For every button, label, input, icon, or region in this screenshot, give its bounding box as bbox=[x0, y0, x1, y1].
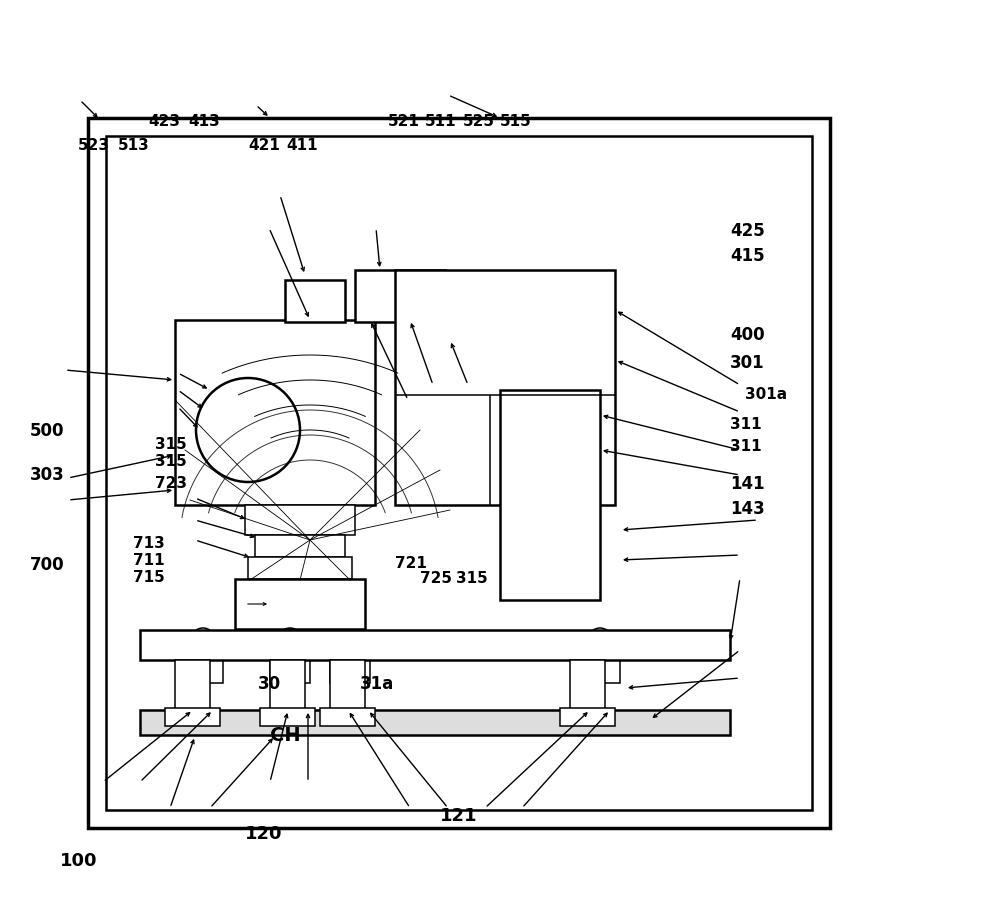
Text: 423: 423 bbox=[148, 114, 180, 128]
Text: 425: 425 bbox=[730, 222, 765, 240]
Bar bbox=[355, 270, 445, 322]
Text: 415: 415 bbox=[730, 247, 765, 265]
Text: 315: 315 bbox=[155, 454, 187, 468]
Bar bbox=[183, 653, 223, 683]
Bar bbox=[270, 653, 310, 683]
Bar bbox=[570, 660, 605, 710]
Text: 521: 521 bbox=[388, 114, 420, 128]
Text: 511: 511 bbox=[425, 114, 457, 128]
Bar bbox=[320, 708, 375, 726]
Text: 711: 711 bbox=[133, 553, 165, 568]
Text: 421: 421 bbox=[248, 138, 280, 152]
Bar bbox=[235, 579, 365, 629]
Text: 31a: 31a bbox=[360, 675, 394, 692]
Text: 143: 143 bbox=[730, 500, 765, 518]
Text: 523: 523 bbox=[78, 138, 110, 152]
Bar bbox=[106, 136, 812, 810]
Text: 315: 315 bbox=[456, 571, 488, 586]
Text: 303: 303 bbox=[30, 466, 65, 484]
Bar bbox=[395, 270, 615, 505]
Text: 715: 715 bbox=[133, 570, 165, 585]
Bar bbox=[330, 660, 365, 710]
Text: 700: 700 bbox=[30, 556, 65, 574]
Text: 725: 725 bbox=[420, 571, 452, 586]
Bar bbox=[140, 630, 730, 660]
Text: 311: 311 bbox=[730, 440, 762, 454]
Text: 713: 713 bbox=[133, 536, 165, 551]
Text: 30: 30 bbox=[258, 675, 281, 692]
Text: 513: 513 bbox=[118, 138, 150, 152]
Text: 120: 120 bbox=[245, 825, 283, 843]
Text: 400: 400 bbox=[730, 326, 765, 344]
Bar bbox=[248, 557, 352, 579]
Text: 311: 311 bbox=[730, 417, 762, 431]
Text: 100: 100 bbox=[60, 852, 98, 870]
Bar bbox=[165, 708, 220, 726]
Text: 723: 723 bbox=[155, 476, 187, 491]
Bar bbox=[260, 708, 315, 726]
Bar bbox=[560, 708, 615, 726]
Text: 413: 413 bbox=[188, 114, 220, 128]
Text: 525: 525 bbox=[463, 114, 495, 128]
Bar bbox=[255, 535, 345, 557]
Bar bbox=[500, 390, 600, 600]
Text: 500: 500 bbox=[30, 422, 64, 440]
Text: 721: 721 bbox=[395, 556, 427, 570]
Text: 301a: 301a bbox=[745, 388, 787, 402]
Text: CH: CH bbox=[270, 726, 301, 745]
Bar bbox=[175, 660, 210, 710]
Text: 121: 121 bbox=[440, 807, 478, 825]
Text: 301: 301 bbox=[730, 354, 765, 372]
Bar bbox=[175, 320, 375, 505]
Bar bbox=[580, 653, 620, 683]
Bar bbox=[245, 505, 355, 535]
Text: 515: 515 bbox=[500, 114, 532, 128]
Bar bbox=[140, 710, 730, 735]
Bar bbox=[88, 118, 830, 828]
Text: 315: 315 bbox=[155, 438, 187, 452]
Bar bbox=[285, 280, 345, 322]
Text: 411: 411 bbox=[286, 138, 318, 152]
Text: 141: 141 bbox=[730, 475, 765, 493]
Bar bbox=[270, 660, 305, 710]
Bar bbox=[330, 653, 370, 683]
